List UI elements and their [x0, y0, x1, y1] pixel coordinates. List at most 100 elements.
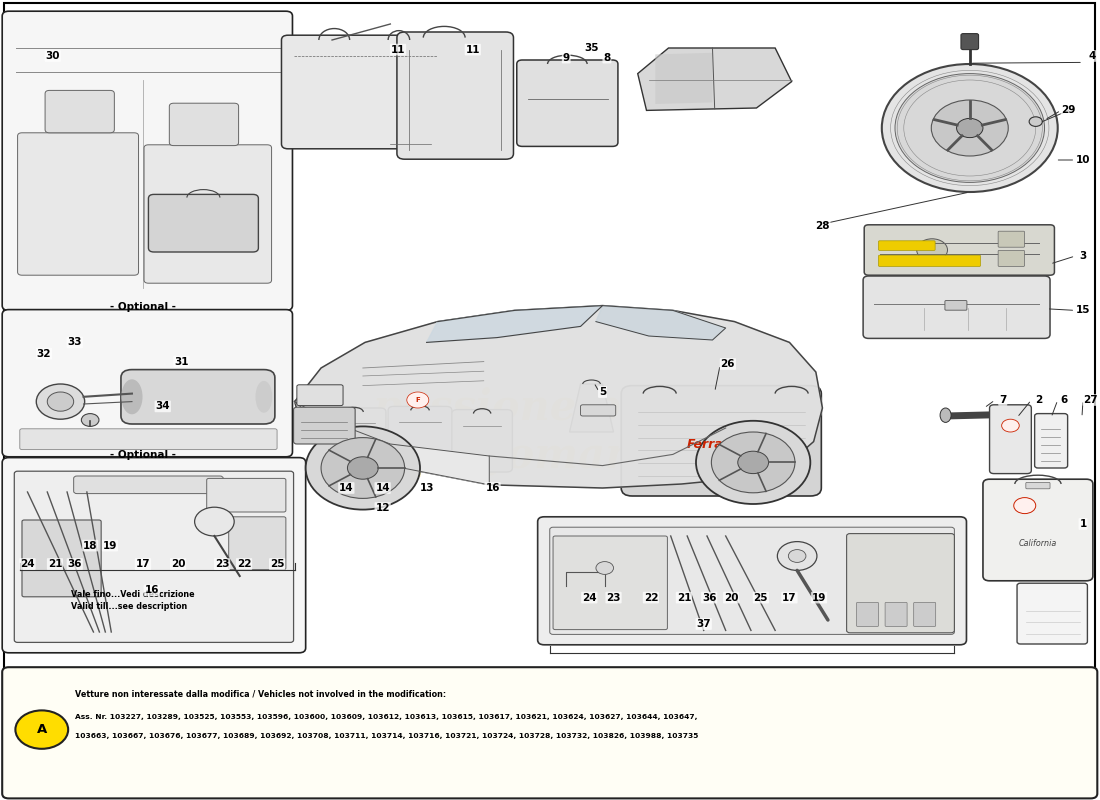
Text: 2: 2	[1035, 395, 1043, 405]
Text: 21: 21	[47, 559, 63, 569]
Text: 7: 7	[999, 395, 1007, 405]
Text: 25: 25	[754, 593, 768, 602]
Text: passione per la
perfomance: passione per la perfomance	[373, 386, 726, 478]
FancyBboxPatch shape	[517, 60, 618, 146]
FancyBboxPatch shape	[2, 11, 293, 310]
Ellipse shape	[256, 382, 272, 412]
FancyBboxPatch shape	[2, 667, 1098, 798]
Text: 21: 21	[676, 593, 691, 602]
Circle shape	[789, 550, 806, 562]
Text: 20: 20	[724, 593, 738, 602]
FancyBboxPatch shape	[74, 476, 223, 494]
Circle shape	[895, 74, 1045, 182]
Text: 17: 17	[782, 593, 796, 602]
FancyBboxPatch shape	[983, 479, 1093, 581]
FancyBboxPatch shape	[322, 408, 386, 468]
Text: F: F	[416, 397, 420, 403]
Text: 28: 28	[815, 221, 829, 230]
Circle shape	[81, 414, 99, 426]
Polygon shape	[656, 53, 713, 104]
FancyBboxPatch shape	[857, 602, 879, 626]
Text: 11: 11	[465, 45, 480, 54]
Text: 20: 20	[170, 559, 186, 569]
Text: 22: 22	[236, 559, 251, 569]
Circle shape	[1030, 117, 1043, 126]
Text: 35: 35	[584, 43, 598, 53]
Ellipse shape	[122, 380, 142, 414]
FancyBboxPatch shape	[297, 385, 343, 406]
FancyBboxPatch shape	[14, 471, 294, 642]
Text: 32: 32	[36, 349, 52, 358]
Circle shape	[1014, 498, 1036, 514]
Circle shape	[47, 392, 74, 411]
Text: 23: 23	[214, 559, 230, 569]
Text: 26: 26	[720, 359, 735, 369]
FancyBboxPatch shape	[2, 310, 293, 457]
Text: 29: 29	[1062, 106, 1076, 115]
Circle shape	[407, 392, 429, 408]
Polygon shape	[295, 306, 823, 488]
Polygon shape	[570, 384, 614, 432]
FancyBboxPatch shape	[452, 410, 513, 472]
Text: 37: 37	[696, 619, 711, 629]
Text: 5: 5	[598, 387, 606, 397]
Text: 15: 15	[1076, 306, 1090, 315]
Text: 25: 25	[270, 559, 284, 569]
Text: 13: 13	[419, 483, 433, 493]
FancyBboxPatch shape	[945, 301, 967, 310]
Text: 36: 36	[702, 593, 716, 602]
Text: Valid till...see description: Valid till...see description	[72, 602, 188, 610]
Circle shape	[306, 426, 420, 510]
FancyBboxPatch shape	[1018, 583, 1088, 644]
Circle shape	[348, 457, 378, 479]
FancyBboxPatch shape	[961, 34, 979, 50]
FancyBboxPatch shape	[20, 429, 277, 450]
Circle shape	[932, 100, 1009, 156]
Polygon shape	[596, 306, 726, 340]
FancyBboxPatch shape	[621, 386, 822, 496]
Text: 24: 24	[582, 593, 596, 602]
Text: 9: 9	[563, 53, 570, 62]
FancyBboxPatch shape	[879, 241, 935, 250]
Text: 11: 11	[390, 45, 405, 54]
FancyBboxPatch shape	[914, 602, 936, 626]
Text: 17: 17	[135, 559, 151, 569]
Circle shape	[195, 507, 234, 536]
Text: 19: 19	[102, 541, 117, 550]
FancyBboxPatch shape	[148, 194, 258, 252]
Circle shape	[738, 451, 769, 474]
Text: Ferrari: Ferrari	[686, 438, 734, 450]
FancyBboxPatch shape	[581, 405, 616, 416]
Text: 4: 4	[1088, 51, 1096, 61]
FancyBboxPatch shape	[998, 231, 1024, 247]
FancyBboxPatch shape	[847, 534, 955, 633]
FancyBboxPatch shape	[18, 133, 139, 275]
Text: 34: 34	[155, 402, 170, 411]
FancyBboxPatch shape	[1026, 482, 1050, 489]
FancyBboxPatch shape	[45, 90, 114, 133]
FancyBboxPatch shape	[538, 517, 967, 645]
FancyBboxPatch shape	[207, 478, 286, 512]
Circle shape	[596, 562, 614, 574]
Text: 31: 31	[174, 357, 189, 366]
FancyBboxPatch shape	[169, 103, 239, 146]
Text: 14: 14	[375, 483, 389, 493]
Text: 16: 16	[144, 586, 159, 595]
FancyBboxPatch shape	[397, 32, 514, 159]
FancyBboxPatch shape	[998, 250, 1024, 266]
Text: 14: 14	[339, 483, 354, 493]
FancyBboxPatch shape	[22, 520, 101, 597]
FancyBboxPatch shape	[2, 458, 306, 653]
FancyBboxPatch shape	[550, 527, 955, 634]
Text: 18: 18	[82, 541, 98, 550]
Text: - Optional -: - Optional -	[110, 450, 176, 459]
FancyBboxPatch shape	[865, 225, 1055, 275]
Text: California: California	[1019, 539, 1057, 549]
Text: Vale fino...Vedi descrizione: Vale fino...Vedi descrizione	[72, 590, 195, 599]
Text: 36: 36	[67, 559, 82, 569]
Circle shape	[957, 118, 983, 138]
FancyBboxPatch shape	[388, 406, 452, 466]
FancyBboxPatch shape	[879, 255, 980, 266]
Circle shape	[696, 421, 811, 504]
Text: - Optional -: - Optional -	[110, 302, 176, 312]
